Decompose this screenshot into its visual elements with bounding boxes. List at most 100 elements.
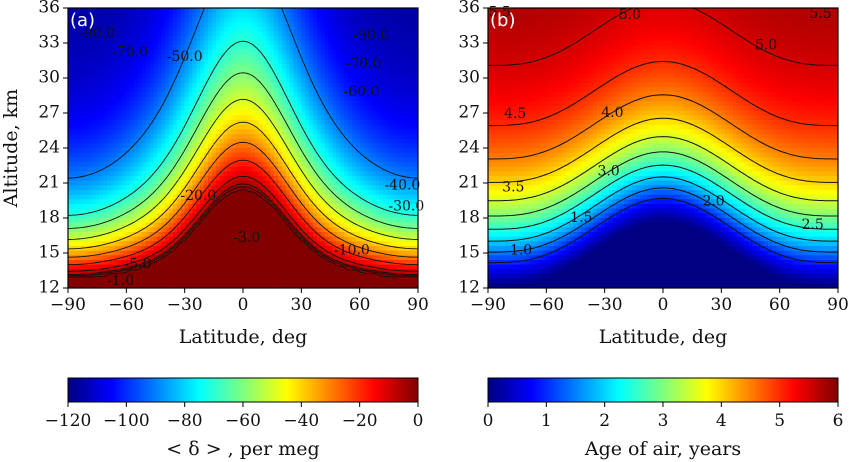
field-cell <box>83 264 89 270</box>
field-cell <box>165 246 170 252</box>
field-cell <box>394 227 400 233</box>
field-cell <box>188 59 194 65</box>
field-cell <box>336 96 341 102</box>
field-cell <box>223 152 229 158</box>
field-cell <box>211 92 217 98</box>
field-cell <box>320 236 326 242</box>
field-cell <box>246 120 252 126</box>
field-cell <box>379 180 384 186</box>
field-cell <box>91 250 96 256</box>
field-cell <box>266 199 271 205</box>
field-cell <box>149 87 155 93</box>
field-cell <box>363 92 369 98</box>
field-cell <box>258 45 264 51</box>
field-cell <box>68 208 73 214</box>
field-cell <box>406 260 411 266</box>
field-cell <box>176 12 182 18</box>
field-cell <box>153 190 159 196</box>
field-cell <box>130 138 135 144</box>
field-cell <box>141 54 147 60</box>
field-cell <box>262 96 267 102</box>
field-cell <box>340 120 345 126</box>
field-cell <box>246 54 252 60</box>
field-cell <box>130 129 135 135</box>
field-cell <box>390 64 396 70</box>
field-cell <box>75 110 81 116</box>
field-cell <box>75 87 81 93</box>
field-cell <box>134 176 139 182</box>
field-cell <box>344 204 349 210</box>
field-cell <box>328 190 334 196</box>
field-cell <box>305 82 310 88</box>
field-cell <box>305 26 310 32</box>
field-cell <box>165 82 170 88</box>
field-cell <box>134 162 139 168</box>
field-cell <box>266 166 271 172</box>
field-cell <box>254 152 260 158</box>
field-cell <box>184 171 190 177</box>
field-cell <box>79 180 85 186</box>
field-cell <box>106 22 112 28</box>
field-cell <box>176 194 182 200</box>
field-cell <box>130 180 135 186</box>
field-cell <box>180 50 186 56</box>
field-cell <box>309 194 314 200</box>
field-cell <box>130 101 135 107</box>
field-cell <box>145 26 151 32</box>
field-cell <box>281 148 287 154</box>
field-cell <box>173 87 178 93</box>
field-cell <box>200 218 205 224</box>
field-cell <box>192 176 197 182</box>
field-cell <box>208 255 213 261</box>
field-cell <box>278 241 283 247</box>
field-cell <box>348 101 353 107</box>
field-cell <box>188 246 194 252</box>
field-cell <box>246 260 252 266</box>
field-cell <box>145 241 151 247</box>
field-cell <box>219 78 225 84</box>
field-cell <box>223 260 229 266</box>
field-cell <box>138 22 143 28</box>
field-cell <box>305 36 310 42</box>
field-cell <box>394 115 400 121</box>
field-cell <box>383 45 388 51</box>
field-cell <box>83 12 89 18</box>
field-cell <box>138 166 143 172</box>
field-cell <box>402 138 407 144</box>
field-cell <box>219 106 225 112</box>
field-cell <box>254 64 260 70</box>
field-cell <box>122 106 127 112</box>
field-cell <box>262 241 267 247</box>
field-cell <box>250 148 256 154</box>
field-cell <box>324 115 330 121</box>
field-cell <box>414 199 418 205</box>
field-cell <box>344 134 349 140</box>
field-cell <box>344 64 349 70</box>
field-cell <box>336 148 341 154</box>
field-cell <box>406 204 411 210</box>
field-cell <box>149 222 155 228</box>
field-cell <box>258 199 264 205</box>
field-cell <box>274 185 279 191</box>
field-cell <box>114 232 120 238</box>
field-cell <box>297 227 302 233</box>
field-cell <box>243 110 248 116</box>
field-cell <box>297 101 302 107</box>
field-cell <box>371 218 376 224</box>
field-cell <box>219 204 225 210</box>
field-cell <box>406 152 411 158</box>
field-cell <box>134 36 139 42</box>
field-cell <box>223 50 229 56</box>
field-cell <box>394 12 400 18</box>
field-cell <box>258 250 264 256</box>
field-cell <box>328 120 334 126</box>
field-cell <box>114 26 120 32</box>
field-cell <box>114 246 120 252</box>
field-cell <box>285 92 291 98</box>
field-cell <box>235 260 240 266</box>
field-cell <box>320 92 326 98</box>
field-cell <box>110 190 116 196</box>
field-cell <box>402 176 407 182</box>
field-cell <box>87 194 92 200</box>
field-cell <box>270 45 275 51</box>
